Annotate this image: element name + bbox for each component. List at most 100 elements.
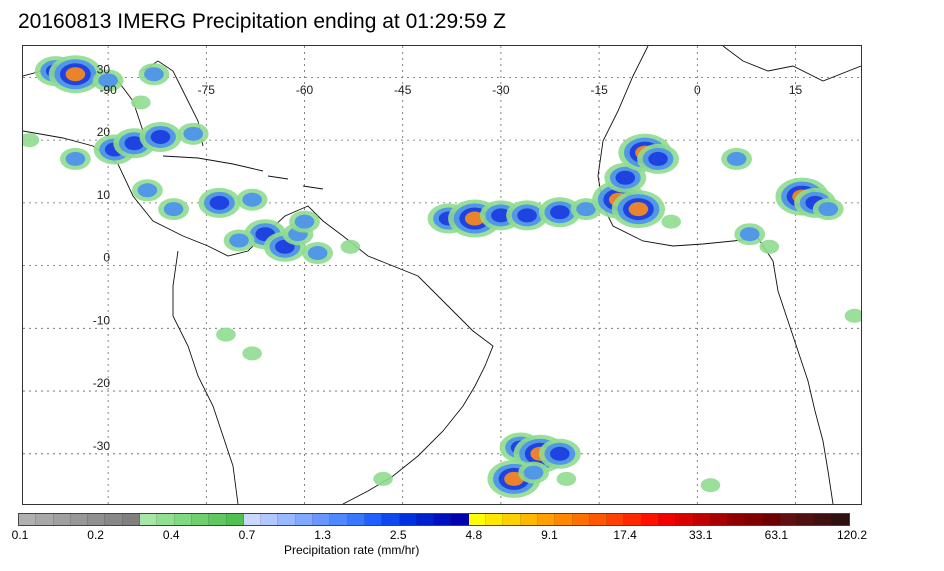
colorbar-segment	[330, 514, 348, 525]
precip-band	[137, 183, 158, 198]
colorbar-segment	[624, 514, 642, 525]
precip-cell	[59, 147, 91, 170]
colorbar-segment	[728, 514, 746, 525]
colorbar-segment	[780, 514, 798, 525]
colorbar-tick-labels: 0.1 0.2 0.4 0.7 1.3 2.5 4.8 9.1 17.4 33.1 63.1 120.…	[0, 528, 944, 544]
colorbar	[18, 513, 850, 526]
colorbar-tick: 4.8	[465, 528, 483, 542]
colorbar-segment	[364, 514, 383, 525]
lon-tick-label: -60	[296, 83, 314, 97]
precip-cell	[289, 210, 320, 233]
coastlines	[23, 46, 861, 504]
precip-cell	[198, 187, 241, 218]
precip-cell	[556, 471, 577, 486]
colorbar-segment	[693, 514, 711, 525]
colorbar-label: Precipitation rate (mm/hr)	[284, 543, 420, 557]
precip-band	[340, 239, 361, 254]
precip-cell	[373, 471, 393, 486]
precip-cell	[158, 198, 189, 221]
lat-tick-label: -30	[93, 439, 111, 453]
precip-cell	[302, 242, 334, 265]
colorbar-segment	[797, 514, 815, 525]
precip-band	[844, 308, 861, 323]
colorbar-segment	[88, 514, 106, 525]
colorbar-segment	[226, 514, 244, 525]
colorbar-segment	[399, 514, 417, 525]
colorbar-segment	[451, 514, 469, 525]
precip-cell	[177, 122, 209, 145]
precip-cell	[734, 223, 766, 246]
lon-tick-label: -45	[394, 83, 412, 97]
precip-band	[550, 205, 570, 220]
precip-band	[307, 246, 328, 261]
precip-band	[818, 202, 839, 217]
lat-tick-label: 30	[97, 62, 111, 76]
coastline-caribbean-islands	[162, 155, 324, 190]
lon-tick-label: -75	[198, 83, 216, 97]
colorbar-segment	[140, 514, 158, 525]
colorbar-segment	[53, 514, 71, 525]
precip-band	[23, 133, 40, 148]
precip-cell	[812, 198, 844, 221]
precip-cell	[538, 438, 581, 469]
lat-tick-label: -10	[93, 313, 111, 327]
lon-tick-label: 15	[789, 83, 803, 97]
colorbar-tick: 0.1	[11, 528, 29, 542]
colorbar-tick: 17.4	[613, 528, 637, 542]
colorbar-segment	[468, 514, 487, 525]
precip-cell	[661, 214, 681, 229]
lon-tick-label: -15	[590, 83, 608, 97]
coastline-africa	[597, 46, 834, 504]
colorbar-segment	[503, 514, 521, 525]
colorbar-segment	[658, 514, 677, 525]
precip-band	[242, 346, 262, 361]
precip-band	[648, 151, 668, 166]
precip-cell	[223, 229, 255, 252]
precip-cell	[139, 121, 182, 152]
lon-tick-label: -90	[99, 83, 117, 97]
colorbar-segment	[19, 514, 37, 525]
precip-band	[661, 214, 681, 229]
colorbar-segment	[174, 514, 192, 525]
page-title: 20160813 IMERG Precipitation ending at 0…	[18, 10, 506, 33]
precip-cell	[216, 327, 236, 342]
precip-cell	[637, 143, 680, 174]
lat-tick-label: -20	[93, 376, 111, 390]
precip-band	[523, 465, 544, 480]
colorbar-segment	[607, 514, 625, 525]
precip-cell	[92, 69, 124, 92]
colorbar-segment	[831, 514, 850, 525]
precip-band	[700, 478, 721, 493]
precip-band	[373, 471, 393, 486]
colorbar-tick: 2.5	[389, 528, 407, 542]
colorbar-segment	[243, 514, 262, 525]
colorbar-tick: 1.3	[314, 528, 331, 542]
precip-band	[242, 192, 262, 207]
precip-cell	[48, 55, 102, 94]
colorbar-segment	[555, 514, 573, 525]
colorbar-segment	[537, 514, 556, 525]
colorbar-segment	[676, 514, 694, 525]
colorbar-tick: 0.7	[238, 528, 256, 542]
precip-band	[615, 170, 636, 185]
coastline-south-america-west	[172, 250, 239, 504]
precip-band	[628, 202, 649, 217]
precip-band	[144, 67, 164, 82]
precip-cell	[131, 179, 163, 202]
precip-band	[491, 208, 511, 223]
colorbar-segment	[572, 514, 590, 525]
lat-tick-label: 10	[97, 188, 111, 202]
precip-band	[65, 151, 86, 166]
precip-cell	[236, 188, 268, 211]
colorbar-tick: 9.1	[541, 528, 558, 542]
precipitation-map: -90 -75 -60 -45 -30 -15 0 15 30 20 10 0 -10 -20 -30	[23, 46, 861, 504]
precipitation-cells	[23, 55, 861, 498]
precip-band	[576, 202, 596, 217]
precip-band	[209, 195, 230, 210]
precip-cell	[131, 95, 151, 110]
precip-cell	[242, 346, 262, 361]
precip-cell	[518, 461, 550, 484]
map-panel: -90 -75 -60 -45 -30 -15 0 15 30 20 10 0 -10 -20 -30	[22, 45, 862, 505]
colorbar-tick: 120.2	[836, 528, 868, 542]
precip-band	[556, 471, 577, 486]
